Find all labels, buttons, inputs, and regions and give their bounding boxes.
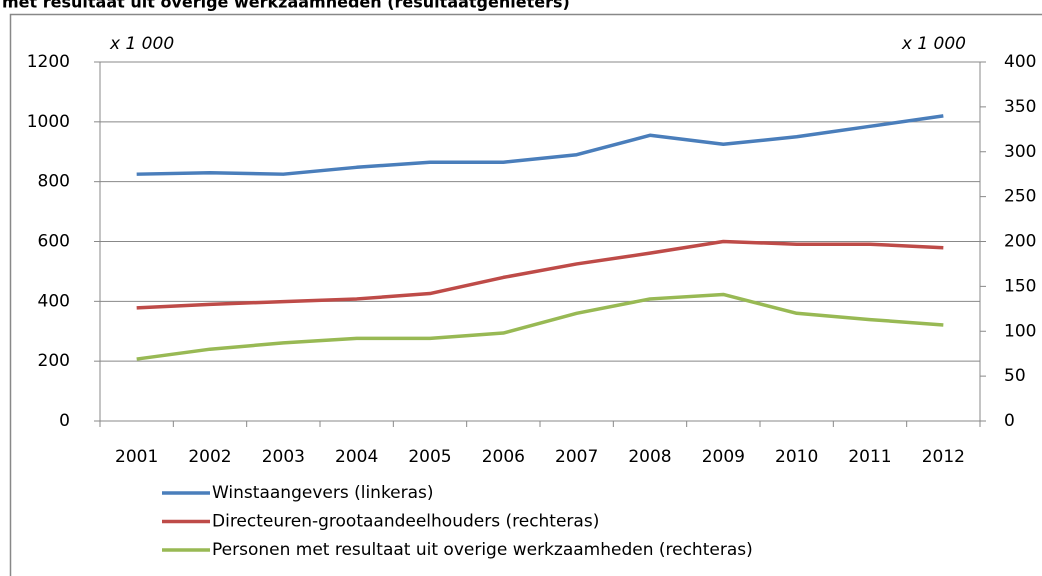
legend-label: Winstaangevers (linkeras) — [212, 483, 434, 503]
y2-tick-label: 0 — [1004, 411, 1015, 431]
x-tick-label: 2001 — [115, 447, 158, 467]
legend-label: Directeuren-grootaandeelhouders (rechter… — [212, 512, 599, 532]
y2-tick-label: 50 — [1004, 366, 1026, 386]
x-tick-label: 2009 — [702, 447, 745, 467]
y-tick-label: 400 — [38, 291, 70, 311]
y-tick-label: 800 — [38, 172, 70, 192]
y-tick-label: 0 — [59, 411, 70, 431]
x-tick-label: 2003 — [262, 447, 305, 467]
y2-tick-label: 250 — [1004, 187, 1036, 207]
y2-tick-label: 150 — [1004, 276, 1036, 296]
chart-title: met resultaat uit overige werkzaamheden … — [2, 0, 570, 12]
x-tick-label: 2005 — [408, 447, 451, 467]
x-tick-label: 2011 — [848, 447, 891, 467]
y-tick-label: 1200 — [27, 52, 70, 72]
y2-unit-label: x 1 000 — [901, 34, 966, 54]
data-line — [136, 292, 944, 361]
x-tick-label: 2004 — [335, 447, 378, 467]
y2-tick-label: 400 — [1004, 52, 1036, 72]
x-tick-label: 2010 — [775, 447, 818, 467]
x-tick-label: 2012 — [922, 447, 965, 467]
y-tick-label: 200 — [38, 351, 70, 371]
x-tick-label: 2006 — [482, 447, 525, 467]
y-tick-label: 1000 — [27, 112, 70, 132]
data-line — [136, 114, 944, 176]
legend-label: Personen met resultaat uit overige werkz… — [212, 540, 753, 560]
y2-tick-label: 200 — [1004, 232, 1036, 252]
x-tick-label: 2008 — [628, 447, 671, 467]
y-unit-label: x 1 000 — [109, 34, 174, 54]
y2-tick-label: 100 — [1004, 321, 1036, 341]
data-line — [136, 239, 944, 310]
chart-frame — [9, 13, 1042, 576]
y-tick-label: 600 — [38, 232, 70, 252]
y2-tick-label: 350 — [1004, 97, 1036, 117]
x-tick-label: 2007 — [555, 447, 598, 467]
y2-tick-label: 300 — [1004, 142, 1036, 162]
x-tick-label: 2002 — [188, 447, 231, 467]
